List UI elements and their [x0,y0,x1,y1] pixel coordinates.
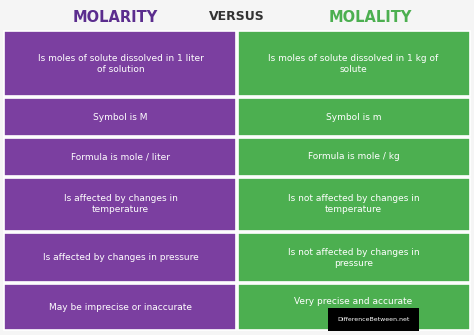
Text: Symbol is M: Symbol is M [93,113,148,122]
Bar [4,31,236,96]
Bar [4,178,236,231]
Bar [238,98,470,136]
Bar [4,138,236,176]
Bar [238,31,470,96]
Bar [4,98,236,136]
Bar [4,284,236,330]
Text: Is not affected by changes in
temperature: Is not affected by changes in temperatur… [288,194,419,214]
Text: May be imprecise or inaccurate: May be imprecise or inaccurate [49,303,192,312]
Text: Is affected by changes in pressure: Is affected by changes in pressure [43,253,199,262]
Text: Is not affected by changes in
pressure: Is not affected by changes in pressure [288,248,419,268]
Text: Formula is mole / liter: Formula is mole / liter [71,152,170,161]
Text: Is affected by changes in
temperature: Is affected by changes in temperature [64,194,177,214]
Text: Very precise and accurate: Very precise and accurate [294,297,413,306]
Text: Formula is mole / kg: Formula is mole / kg [308,152,400,161]
Text: Is moles of solute dissolved in 1 kg of
solute: Is moles of solute dissolved in 1 kg of … [268,54,438,74]
Bar [238,284,470,330]
Bar [238,178,470,231]
Text: MOLALITY: MOLALITY [328,9,412,24]
Bar [238,233,470,282]
Text: VERSUS: VERSUS [209,10,265,23]
Bar [238,138,470,176]
Text: Symbol is m: Symbol is m [326,113,381,122]
Text: Is moles of solute dissolved in 1 liter
of solution: Is moles of solute dissolved in 1 liter … [37,54,203,74]
Text: DifferenceBetween.net: DifferenceBetween.net [337,317,410,322]
Text: MOLARITY: MOLARITY [73,9,158,24]
Bar [4,233,236,282]
